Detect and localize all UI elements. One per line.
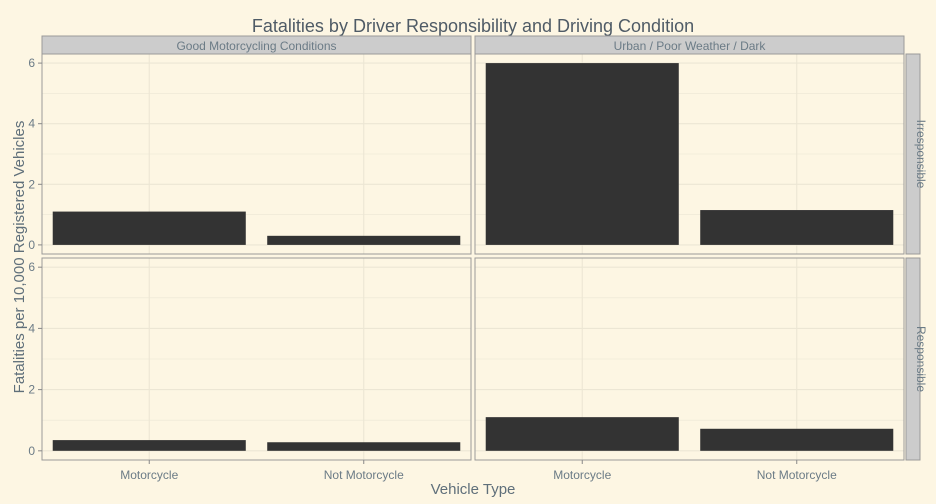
bar <box>485 63 679 245</box>
panel-border <box>41 53 472 255</box>
y-tick-label: 4 <box>28 117 35 131</box>
facet-strip-row <box>905 53 921 255</box>
y-tick-label: 2 <box>28 383 35 397</box>
x-tick-label: Motorcycle <box>553 468 611 482</box>
panel-border <box>474 257 905 461</box>
y-tick-label: 6 <box>28 260 35 274</box>
facet-strip-row <box>905 257 921 461</box>
y-tick-label: 0 <box>28 444 35 458</box>
y-tick-label: 6 <box>28 56 35 70</box>
x-tick-label: Not Motorcycle <box>324 468 404 482</box>
bar <box>267 442 461 451</box>
facet-strip-col-label: Good Motorcycling Conditions <box>176 39 336 53</box>
x-axis-title: Vehicle Type <box>431 481 516 498</box>
facet-strip-row-label: Responsible <box>914 326 928 392</box>
y-tick-label: 0 <box>28 238 35 252</box>
x-tick-label: Not Motorcycle <box>757 468 837 482</box>
y-tick-label: 4 <box>28 321 35 335</box>
panel-border <box>41 257 472 461</box>
y-tick-label: 2 <box>28 177 35 191</box>
bar <box>52 211 246 245</box>
bar <box>700 210 894 245</box>
bar <box>52 440 246 451</box>
panel-border <box>474 53 905 255</box>
y-axis-title: Fatalities per 10,000 Registered Vehicle… <box>11 121 28 394</box>
facet-strip-row-label: Irresponsible <box>914 120 928 189</box>
facet-strip-col-label: Urban / Poor Weather / Dark <box>614 39 767 53</box>
x-tick-label: Motorcycle <box>120 468 178 482</box>
chart-title: Fatalities by Driver Responsibility and … <box>252 16 694 36</box>
bar <box>485 417 679 451</box>
bar <box>700 428 894 451</box>
bar <box>267 235 461 245</box>
